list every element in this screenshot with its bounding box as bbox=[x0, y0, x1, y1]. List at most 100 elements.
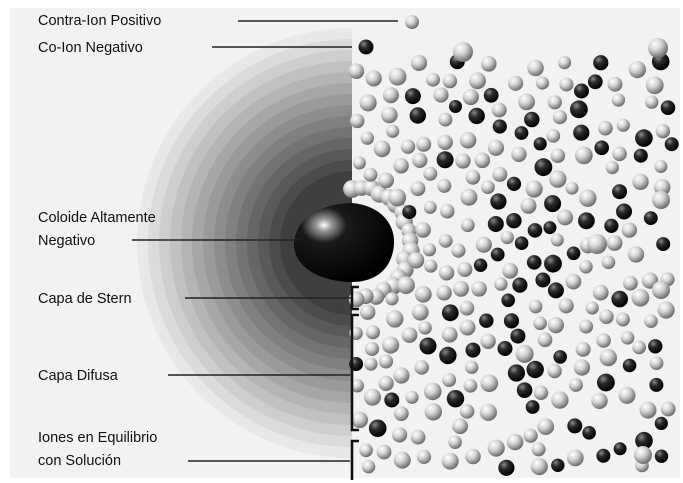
positive-ion bbox=[644, 314, 658, 329]
positive-ion bbox=[452, 418, 468, 435]
negative-ion bbox=[596, 448, 611, 463]
negative-ion bbox=[587, 74, 603, 90]
positive-ion bbox=[533, 385, 549, 400]
negative-ion bbox=[525, 400, 540, 414]
positive-ion bbox=[565, 273, 582, 290]
negative-ion bbox=[635, 129, 653, 147]
positive-ion bbox=[416, 449, 432, 464]
leader-lines bbox=[132, 20, 398, 462]
positive-ion bbox=[527, 59, 544, 77]
positive-ion bbox=[575, 341, 591, 357]
negative-ion bbox=[449, 100, 462, 113]
positive-ion bbox=[410, 181, 426, 197]
positive-ion bbox=[385, 292, 399, 306]
negative-ion bbox=[543, 221, 557, 235]
positive-ion bbox=[393, 406, 409, 421]
negative-ion bbox=[616, 203, 632, 220]
negative-ion bbox=[533, 137, 547, 151]
positive-ion bbox=[382, 336, 400, 354]
negative-ion bbox=[419, 337, 437, 355]
negative-ion bbox=[574, 83, 589, 99]
negative-ion bbox=[654, 449, 669, 463]
positive-ion bbox=[393, 367, 410, 384]
negative-ion bbox=[648, 339, 663, 354]
positive-ion bbox=[364, 357, 378, 371]
positive-ion bbox=[424, 403, 442, 421]
positive-ion bbox=[460, 188, 478, 206]
positive-ion bbox=[523, 428, 538, 443]
positive-ion bbox=[459, 404, 475, 419]
positive-ion bbox=[363, 167, 378, 182]
negative-ion bbox=[465, 342, 481, 358]
positive-ion bbox=[407, 252, 425, 269]
label-equilibrium-line1: Iones en Equilibrio bbox=[38, 430, 157, 446]
positive-ion bbox=[475, 236, 492, 253]
positive-ion bbox=[393, 451, 411, 469]
positive-ion bbox=[378, 375, 394, 391]
positive-ion bbox=[438, 112, 453, 127]
positive-ion bbox=[631, 288, 650, 307]
positive-ion bbox=[460, 218, 475, 233]
positive-ion bbox=[528, 299, 543, 314]
positive-ion bbox=[459, 131, 477, 149]
ion-cloud bbox=[343, 15, 679, 476]
positive-ion bbox=[365, 325, 380, 340]
positive-ion bbox=[373, 140, 391, 158]
positive-ion bbox=[423, 166, 438, 181]
positive-ion bbox=[585, 301, 599, 315]
negative-ion bbox=[490, 247, 505, 262]
positive-ion bbox=[530, 458, 548, 476]
negative-ion bbox=[501, 293, 515, 308]
positive-ion bbox=[442, 373, 457, 387]
layer-brackets bbox=[350, 285, 359, 480]
positive-ion bbox=[531, 442, 546, 457]
positive-ion bbox=[463, 378, 478, 393]
negative-ion bbox=[544, 254, 562, 273]
positive-ion bbox=[401, 327, 418, 343]
positive-ion bbox=[457, 262, 473, 277]
positive-ion bbox=[481, 56, 497, 72]
positive-ion bbox=[459, 300, 475, 316]
diffuse-bracket bbox=[350, 313, 359, 432]
negative-ion bbox=[526, 255, 542, 270]
positive-ion bbox=[552, 110, 568, 125]
positive-ion bbox=[558, 298, 574, 314]
positive-ion bbox=[616, 118, 630, 132]
negative-ion bbox=[468, 107, 485, 125]
negative-ion bbox=[570, 100, 588, 119]
positive-ion bbox=[465, 448, 481, 465]
positive-ion bbox=[469, 72, 486, 90]
positive-ion bbox=[606, 235, 623, 251]
positive-ion bbox=[547, 363, 562, 379]
negative-ion bbox=[664, 137, 679, 152]
negative-ion bbox=[527, 223, 543, 238]
negative-ion bbox=[487, 216, 504, 232]
positive-ion bbox=[579, 259, 593, 274]
negative-ion bbox=[409, 107, 426, 124]
positive-ion bbox=[481, 180, 495, 195]
negative-ion bbox=[510, 328, 526, 344]
negative-ion bbox=[544, 195, 562, 213]
negative-ion bbox=[656, 237, 671, 252]
positive-ion bbox=[393, 158, 409, 174]
negative-ion bbox=[635, 431, 653, 450]
positive-ion bbox=[634, 446, 652, 464]
positive-ion bbox=[448, 435, 462, 450]
positive-ion bbox=[392, 427, 408, 443]
positive-ion bbox=[381, 106, 398, 124]
positive-ion bbox=[351, 411, 368, 429]
positive-ion bbox=[453, 280, 469, 297]
positive-ion bbox=[559, 77, 574, 92]
positive-ion bbox=[494, 277, 508, 291]
positive-ion bbox=[627, 246, 645, 263]
negative-ion bbox=[578, 212, 595, 230]
positive-ion bbox=[537, 332, 553, 348]
positive-ion bbox=[441, 452, 459, 470]
negative-ion bbox=[643, 211, 658, 226]
positive-ion bbox=[515, 344, 534, 363]
positive-ion bbox=[462, 88, 479, 106]
negative-ion bbox=[368, 419, 387, 438]
colloid-particle bbox=[293, 203, 395, 282]
negative-ion bbox=[497, 341, 513, 356]
positive-ion bbox=[607, 76, 623, 92]
